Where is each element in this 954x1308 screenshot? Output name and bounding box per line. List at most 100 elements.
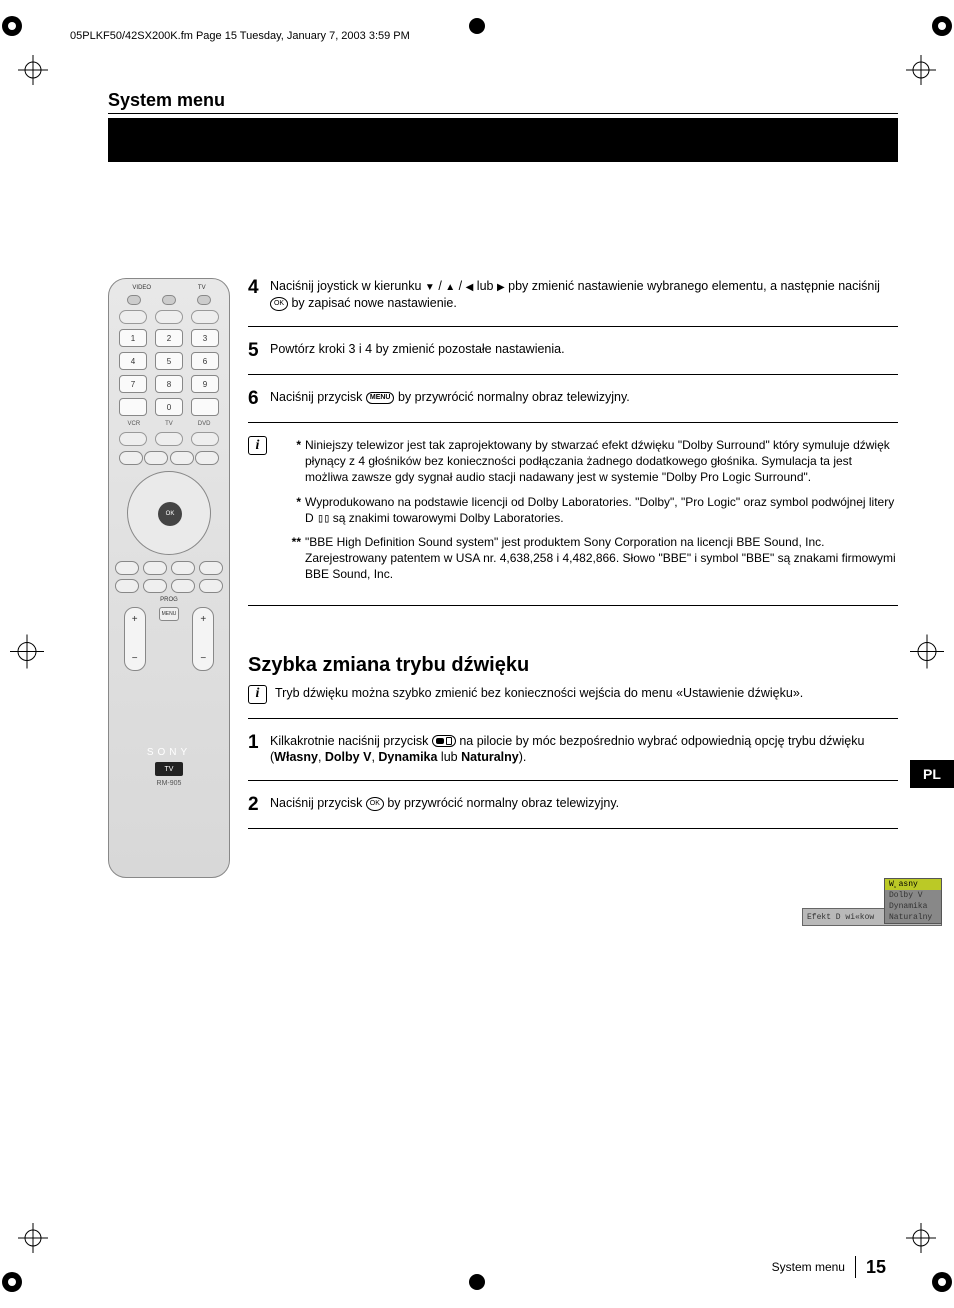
cropmark-bottom-left xyxy=(0,1270,24,1294)
remote-src-vcr xyxy=(119,432,147,446)
registration-bl xyxy=(18,1223,48,1253)
menu-button-icon: MENU xyxy=(366,392,395,404)
step-6-num: 6 xyxy=(248,389,270,408)
remote-arc-e xyxy=(115,579,139,593)
note-star-3: ** xyxy=(275,534,305,583)
osd-menu: W¸asny Dolby V Dynamika Naturalny xyxy=(884,878,942,924)
ok-icon: OK xyxy=(270,297,288,311)
remote-color-3 xyxy=(170,451,194,465)
remote-arc-c xyxy=(171,561,195,575)
remote-volume-rocker: +− xyxy=(124,607,146,671)
remote-arc-d xyxy=(199,561,223,575)
arrow-left-icon xyxy=(466,278,474,295)
notes-block: i * Niniejszy telewizor jest tak zaproje… xyxy=(248,437,898,606)
osd-preview: W¸asny Dolby V Dynamika Naturalny Efekt … xyxy=(802,908,942,926)
registration-tl xyxy=(18,55,48,85)
note-3: "BBE High Definition Sound system" jest … xyxy=(305,534,898,583)
qstep-2: 2 Naciśnij przycisk OK by przywrócić nor… xyxy=(248,795,898,829)
step-6: 6 Naciśnij przycisk MENU by przywrócić n… xyxy=(248,389,898,423)
remote-oval-3 xyxy=(191,310,219,324)
remote-power-video xyxy=(162,295,176,305)
remote-color-4 xyxy=(195,451,219,465)
page-footer: System menu 15 xyxy=(772,1256,886,1278)
osd-option-1: Dolby V xyxy=(885,890,941,901)
cropmark-top-right xyxy=(930,14,954,38)
registration-left xyxy=(10,635,44,674)
osd-option-2: Dynamika xyxy=(885,901,941,912)
remote-oval-1 xyxy=(119,310,147,324)
remote-model: RM-905 xyxy=(109,780,229,787)
arrow-down-icon xyxy=(425,278,435,295)
registration-tr xyxy=(906,55,936,85)
remote-key-info xyxy=(119,398,147,416)
remote-color-1 xyxy=(119,451,143,465)
remote-ok-button: OK xyxy=(158,502,182,526)
remote-src-tv xyxy=(155,432,183,446)
remote-prog-label: PROG xyxy=(109,597,229,603)
remote-color-2 xyxy=(144,451,168,465)
ok-icon-2: OK xyxy=(366,797,384,811)
footer-label: System menu xyxy=(772,1260,845,1274)
step-5-num: 5 xyxy=(248,341,270,360)
qstep-1-num: 1 xyxy=(248,733,270,767)
remote-power-tv xyxy=(197,295,211,305)
osd-option-3: Naturalny xyxy=(885,912,941,923)
step-6-body: Naciśnij przycisk MENU by przywrócić nor… xyxy=(270,389,898,408)
intro-text: Tryb dźwięku można szybko zmienić bez ko… xyxy=(275,685,803,704)
remote-key-9: 9 xyxy=(191,375,219,393)
remote-key-1: 1 xyxy=(119,329,147,347)
remote-prog-rocker: +− xyxy=(192,607,214,671)
note-star-2: * xyxy=(275,494,305,526)
step-4: 4 Naciśnij joystick w kierunku / / lub p… xyxy=(248,278,898,327)
step-4-num: 4 xyxy=(248,278,270,312)
qstep-2-body: Naciśnij przycisk OK by przywrócić norma… xyxy=(270,795,898,814)
remote-key-7: 7 xyxy=(119,375,147,393)
registration-right xyxy=(910,635,944,674)
qstep-1-body: Kilkakrotnie naciśnij przycisk na piloci… xyxy=(270,733,898,767)
note-1: Niniejszy telewizor jest tak zaprojektow… xyxy=(305,437,898,486)
section-title: System menu xyxy=(108,90,898,114)
info-icon-2: i xyxy=(248,685,267,704)
remote-tv-badge: TV xyxy=(155,762,183,776)
remote-key-2: 2 xyxy=(155,329,183,347)
qstep-2-num: 2 xyxy=(248,795,270,814)
step-4-body: Naciśnij joystick w kierunku / / lub pby… xyxy=(270,278,898,312)
cropmark-top-left xyxy=(0,14,24,38)
info-icon: i xyxy=(248,436,267,455)
remote-joystick-ring: OK xyxy=(127,471,211,555)
remote-arc-b xyxy=(143,561,167,575)
note-2: Wyprodukowano na podstawie licencji od D… xyxy=(305,494,898,526)
step-5-body: Powtórz kroki 3 i 4 by zmienić pozostałe… xyxy=(270,341,898,360)
remote-key-8: 8 xyxy=(155,375,183,393)
arrow-right-icon xyxy=(497,278,505,295)
intro-row: i Tryb dźwięku można szybko zmienić bez … xyxy=(248,685,898,719)
remote-illustration: VIDEO TV 123 456 789 0 VCRTVDVD OK PROG xyxy=(108,278,230,878)
remote-menu-button: MENU xyxy=(159,607,179,621)
remote-tv-label: TV xyxy=(198,285,206,291)
remote-video-label: VIDEO xyxy=(132,285,151,291)
remote-key-4: 4 xyxy=(119,352,147,370)
remote-arc-f xyxy=(143,579,167,593)
remote-key-ch xyxy=(191,398,219,416)
remote-src-dvd xyxy=(191,432,219,446)
remote-arc-h xyxy=(199,579,223,593)
qstep-1: 1 Kilkakrotnie naciśnij przycisk na pilo… xyxy=(248,733,898,782)
quick-change-heading: Szybka zmiana trybu dźwięku xyxy=(248,652,898,679)
note-star-1: * xyxy=(275,437,305,486)
step-5: 5 Powtórz kroki 3 i 4 by zmienić pozosta… xyxy=(248,341,898,375)
remote-arc-a xyxy=(115,561,139,575)
osd-option-0: W¸asny xyxy=(885,879,941,890)
doc-header: 05PLKF50/42SX200K.fm Page 15 Tuesday, Ja… xyxy=(70,30,898,42)
dolby-dd-icon: ▯▯ xyxy=(317,510,329,526)
footer-page: 15 xyxy=(866,1257,886,1278)
remote-mute-icon xyxy=(127,295,141,305)
remote-brand: SONY xyxy=(109,747,229,758)
remote-arc-g xyxy=(171,579,195,593)
language-tab: PL xyxy=(910,760,954,788)
title-black-bar xyxy=(108,118,898,162)
remote-key-5: 5 xyxy=(155,352,183,370)
cropmark-bottom-right xyxy=(930,1270,954,1294)
footer-divider xyxy=(855,1256,856,1278)
remote-key-6: 6 xyxy=(191,352,219,370)
remote-oval-2 xyxy=(155,310,183,324)
